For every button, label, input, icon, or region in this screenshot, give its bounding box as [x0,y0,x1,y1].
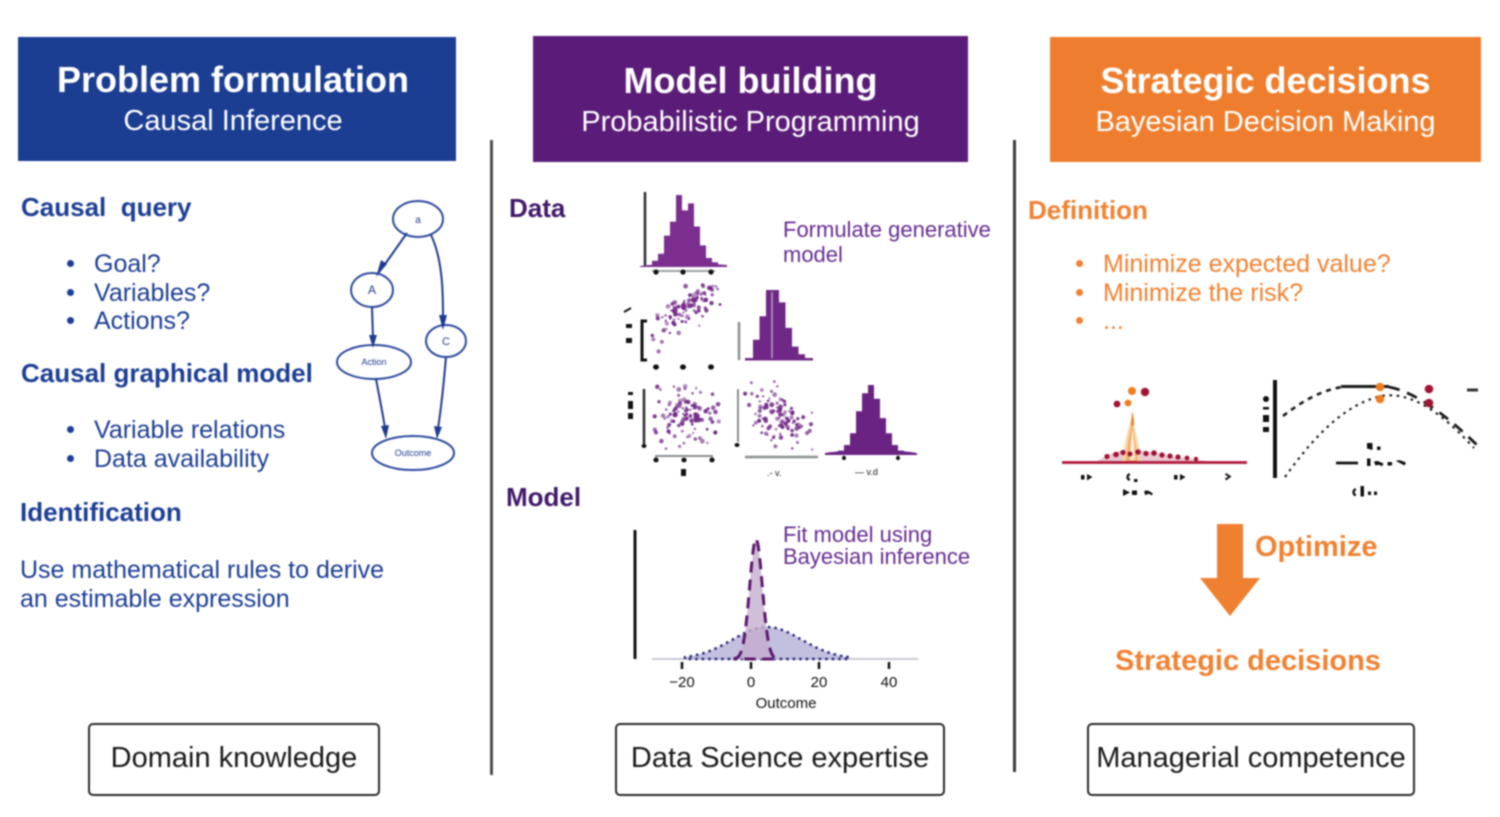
svg-text:Action: Action [361,357,386,367]
svg-text:a: a [415,215,421,226]
svg-text:A: A [368,283,376,297]
svg-text:40: 40 [881,674,898,691]
svg-text:— v.d: — v.d [855,467,878,477]
svg-text:0: 0 [747,674,755,691]
svg-text:C: C [442,336,450,348]
svg-text:−20: −20 [669,674,694,691]
svg-text:Outcome: Outcome [756,695,817,712]
svg-text:20: 20 [811,674,828,691]
svg-text:Outcome: Outcome [395,448,432,458]
svg-text:.- v.: .- v. [767,468,781,478]
